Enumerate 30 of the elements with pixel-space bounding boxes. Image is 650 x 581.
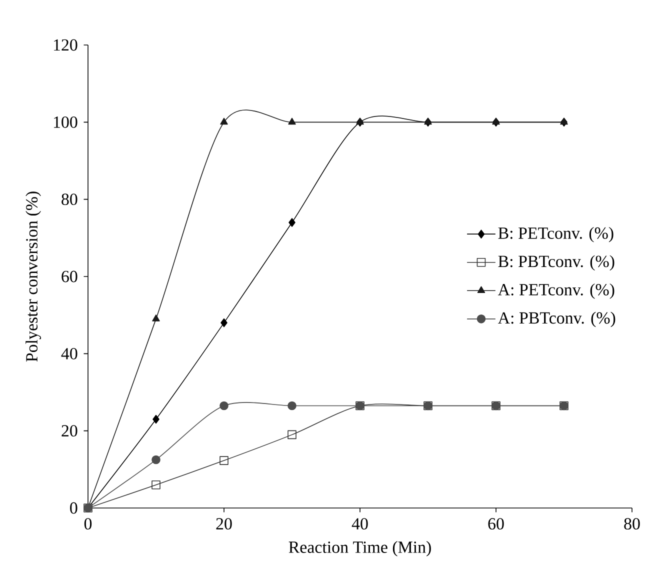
point — [288, 218, 296, 227]
y-tick-label: 80 — [62, 194, 78, 206]
point — [220, 318, 228, 328]
point — [152, 480, 160, 490]
y-tick-label: 120 — [54, 39, 78, 51]
x-tick-label: 0 — [84, 518, 92, 530]
y-tick-label: 20 — [62, 425, 78, 437]
y-tick-label: 100 — [54, 116, 78, 128]
y-tick-label: 0 — [70, 502, 78, 514]
point — [288, 430, 296, 440]
point — [288, 118, 296, 125]
y-axis-title: Polyester conversion (%) — [26, 192, 42, 362]
point — [152, 314, 160, 322]
x-tick-label: 60 — [488, 518, 504, 530]
point — [152, 455, 160, 464]
point — [152, 414, 160, 424]
legend-label: A: PETconv. (%) — [498, 283, 614, 299]
x-tick-label: 20 — [216, 518, 232, 530]
point — [220, 401, 228, 410]
legend-label: B: PBTconv. (%) — [498, 255, 614, 271]
point — [288, 401, 296, 410]
x-tick-label: 80 — [624, 518, 640, 530]
legend-label: B: PETconv. (%) — [498, 226, 614, 242]
x-tick-label: 40 — [352, 518, 368, 530]
point — [220, 456, 228, 465]
y-tick-label: 60 — [62, 270, 78, 282]
legend-label: A: PBTconv. (%) — [498, 312, 616, 328]
y-tick-label: 40 — [61, 348, 78, 360]
x-axis-title: Reaction Time (Min) — [288, 541, 431, 556]
point — [220, 118, 228, 125]
